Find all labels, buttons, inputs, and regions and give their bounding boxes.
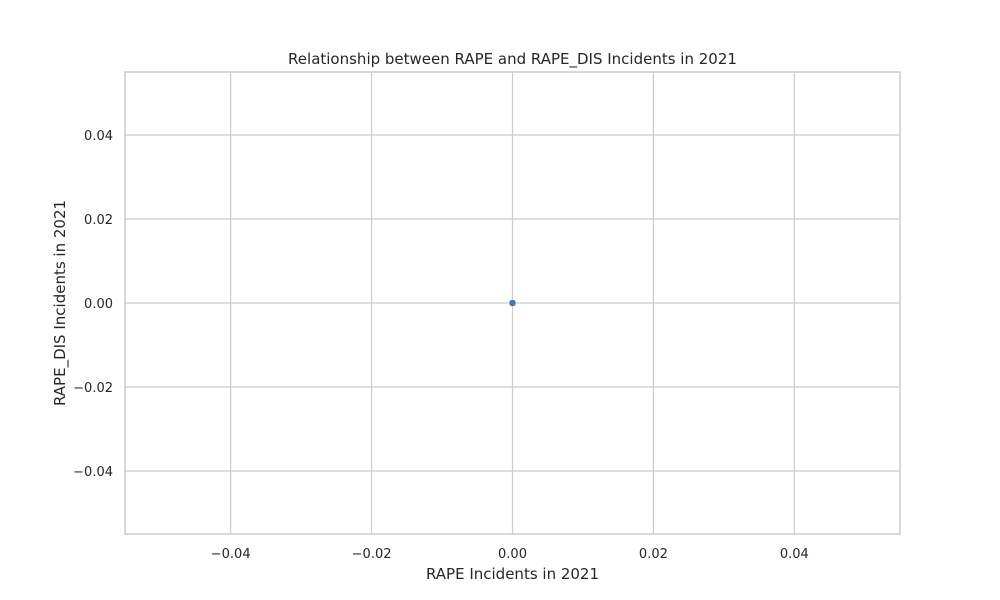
x-tick-label: 0.02: [639, 547, 668, 562]
y-tick-label: −0.02: [73, 381, 113, 396]
y-axis-label: RAPE_DIS Incidents in 2021: [51, 200, 70, 406]
x-tick-label: 0.04: [780, 547, 809, 562]
x-axis-label: RAPE Incidents in 2021: [426, 565, 599, 583]
data-point: [508, 299, 517, 307]
x-tick-label: −0.04: [211, 547, 251, 562]
x-tick-label: −0.02: [352, 547, 392, 562]
x-tick-label: 0.00: [498, 547, 527, 562]
plot-frame: [124, 71, 901, 535]
chart-title: Relationship between RAPE and RAPE_DIS I…: [288, 50, 737, 69]
plot-area: −0.04 −0.02 0.00 0.02 0.04 −0.04 −0.02 0.00 0.02…: [73, 71, 901, 562]
y-tick-label: −0.04: [73, 465, 113, 480]
y-tick-label: 0.02: [84, 213, 113, 228]
y-tick-label: 0.04: [84, 129, 113, 144]
y-tick-label: 0.00: [84, 297, 113, 312]
